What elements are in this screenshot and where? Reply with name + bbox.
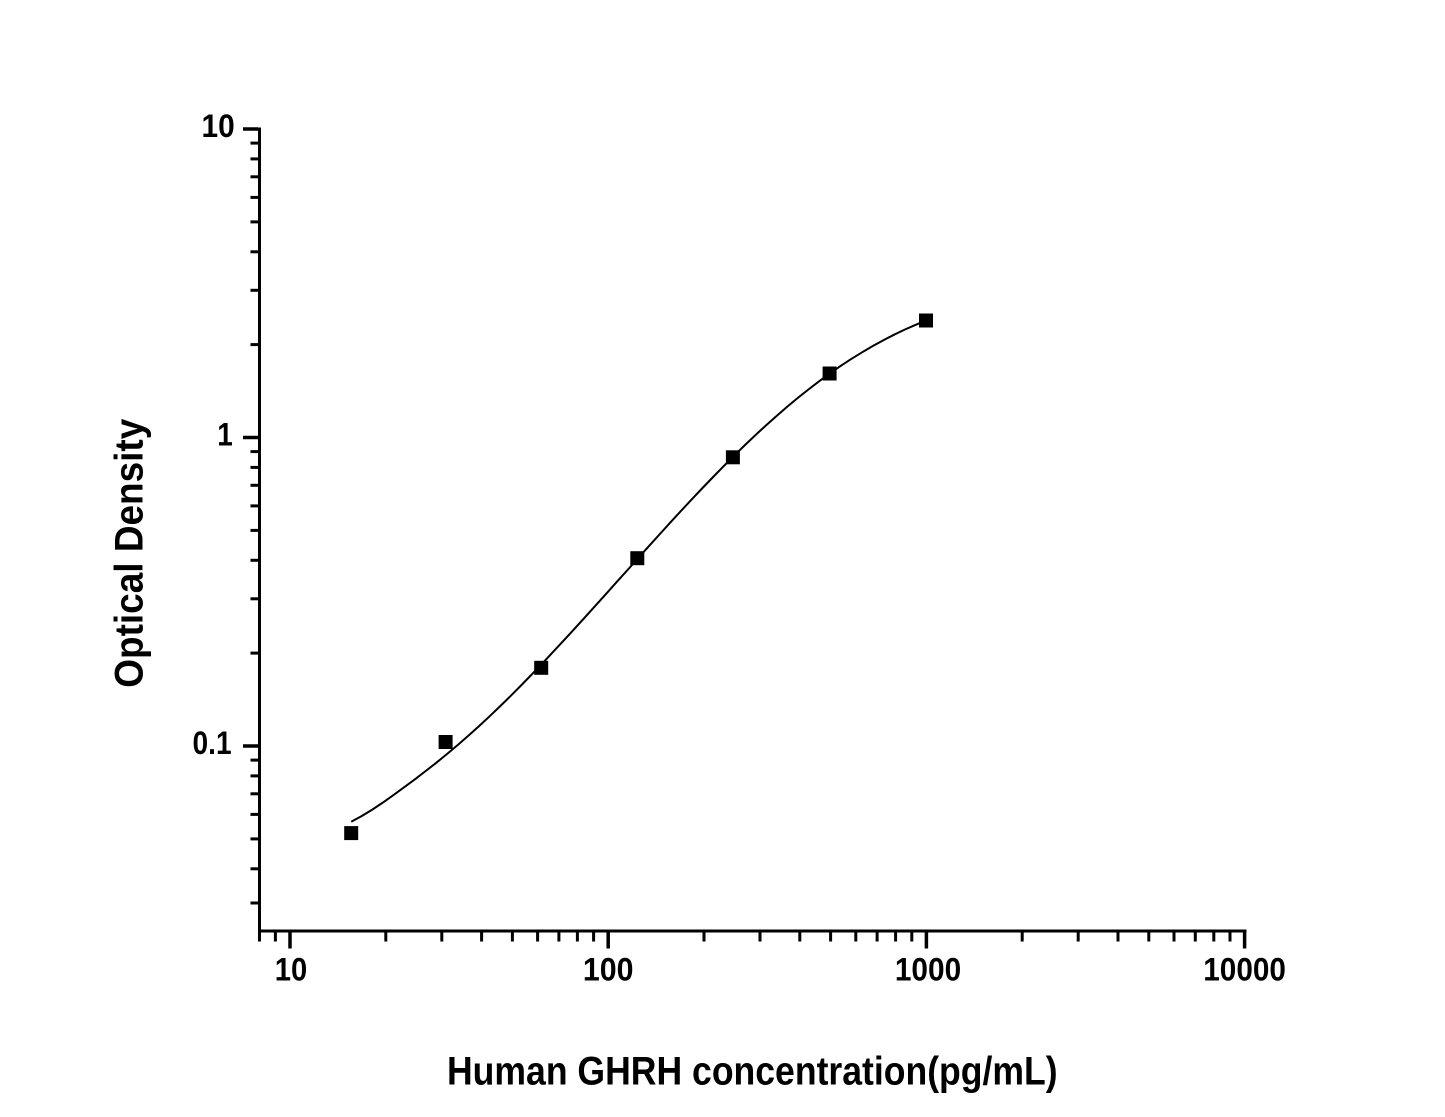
svg-text:Optical Density: Optical Density xyxy=(108,418,152,688)
svg-text:1: 1 xyxy=(217,417,233,453)
svg-text:Human GHRH concentration(pg/mL: Human GHRH concentration(pg/mL) xyxy=(447,1050,1058,1094)
svg-text:10: 10 xyxy=(275,951,307,987)
svg-text:10000: 10000 xyxy=(1203,951,1286,987)
svg-text:0.1: 0.1 xyxy=(193,725,232,761)
svg-text:1000: 1000 xyxy=(895,951,961,987)
svg-text:100: 100 xyxy=(583,951,634,987)
svg-text:10: 10 xyxy=(202,108,235,144)
